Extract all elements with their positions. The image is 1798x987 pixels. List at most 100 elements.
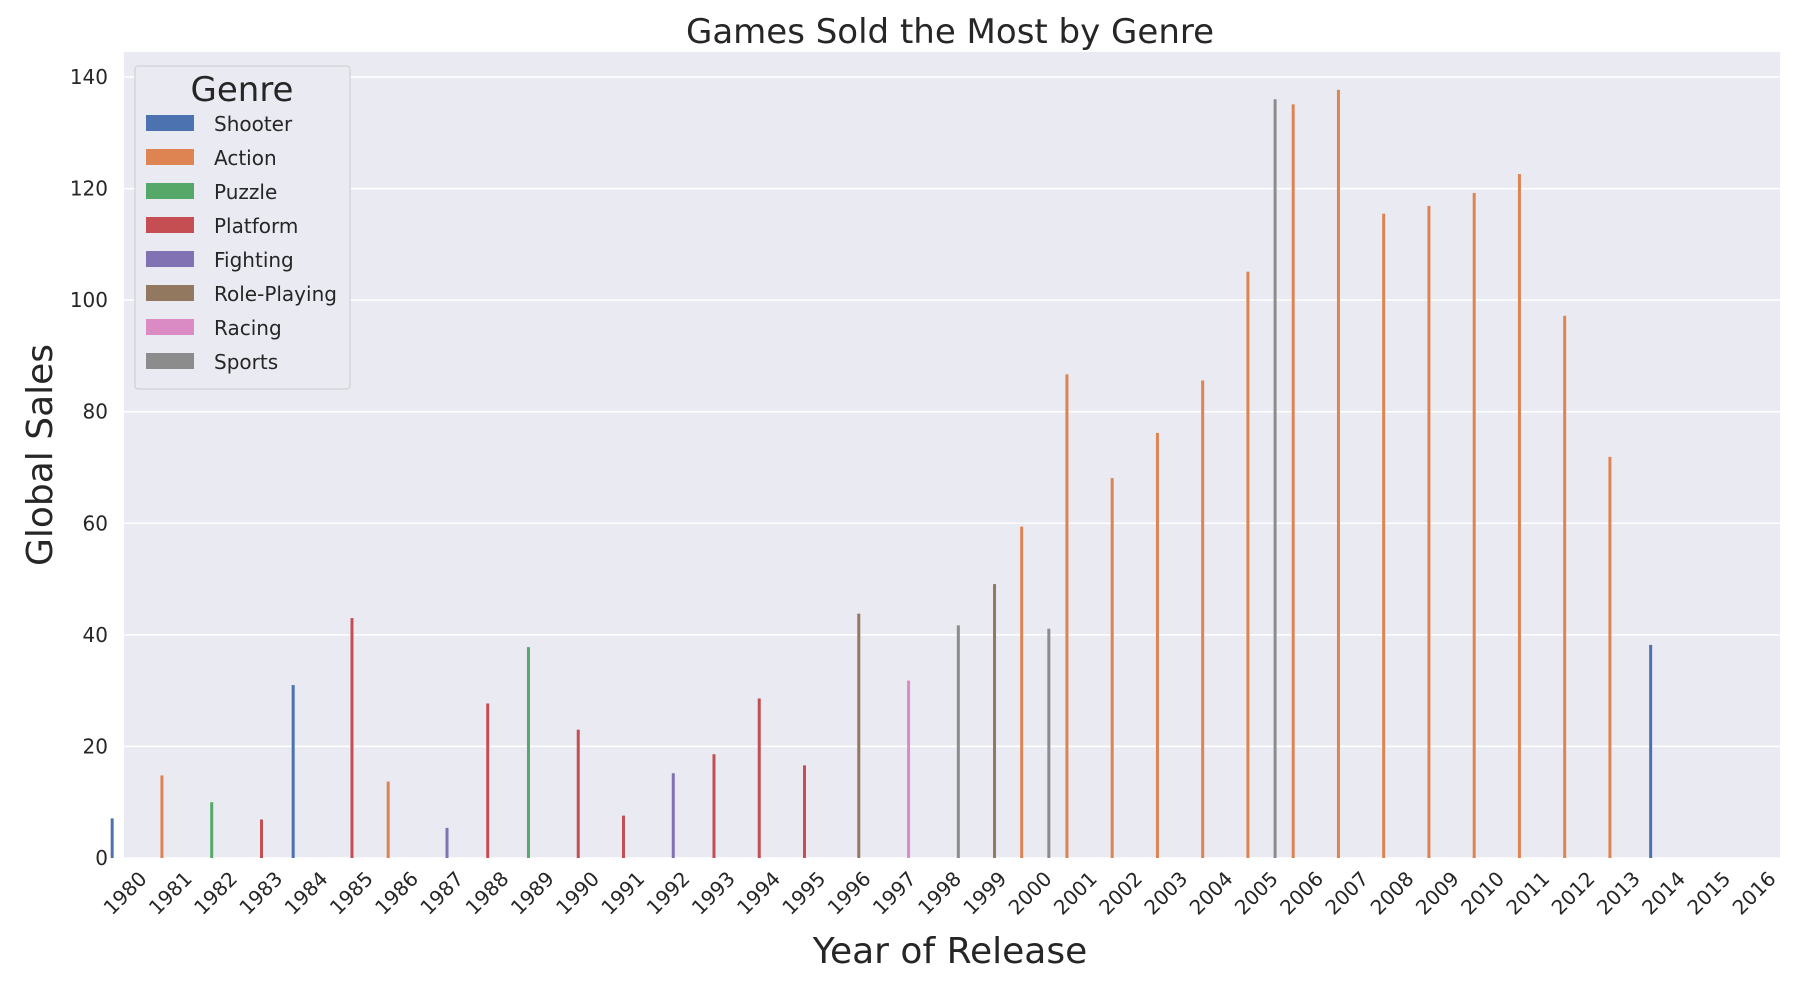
x-tick-label: 1996 [823, 867, 876, 920]
x-tick-label: 2002 [1094, 867, 1147, 920]
x-tick-label: 1998 [913, 867, 966, 920]
legend-swatch [146, 149, 194, 165]
bar [621, 815, 625, 858]
y-tick-label: 60 [83, 511, 108, 535]
x-tick-label: 1989 [506, 867, 559, 920]
legend-swatch [146, 251, 194, 267]
x-tick-label: 1980 [99, 867, 152, 920]
y-tick-label: 140 [70, 65, 108, 89]
plot-area [124, 52, 1780, 858]
x-tick-label: 1990 [551, 867, 604, 920]
x-tick-label: 2011 [1501, 867, 1554, 920]
bar [1563, 315, 1567, 859]
bar [802, 765, 806, 858]
x-tick-label: 2007 [1320, 867, 1373, 920]
legend-label: Shooter [214, 112, 293, 136]
bar [1517, 174, 1521, 858]
y-tick-label: 20 [83, 734, 108, 758]
legend-label: Sports [214, 350, 278, 374]
bar [486, 703, 490, 858]
bar [386, 781, 390, 858]
bar [291, 685, 295, 858]
x-tick-label: 1995 [777, 867, 830, 920]
bar [1382, 213, 1386, 859]
x-tick-label: 1988 [461, 867, 514, 920]
legend-label: Puzzle [214, 180, 277, 204]
bar [1273, 99, 1277, 859]
legend: Genre Shooter Action Puzzle Platform Fightin… [134, 65, 351, 390]
bar [857, 613, 861, 858]
bar [757, 698, 761, 858]
bar [1065, 374, 1069, 858]
x-tick-label: 2009 [1411, 867, 1464, 920]
bar [210, 802, 214, 858]
bar [1201, 380, 1205, 858]
x-ticks: 1980198119821983198419851986198719881989… [99, 867, 1781, 920]
bar [1110, 478, 1114, 858]
x-tick-label: 1991 [596, 867, 649, 920]
x-tick-label: 1984 [280, 867, 333, 920]
legend-swatch [146, 353, 194, 369]
x-tick-label: 1994 [732, 867, 785, 920]
bar [1155, 432, 1159, 858]
x-tick-label: 2005 [1230, 867, 1283, 920]
bar [110, 818, 114, 858]
y-tick-label: 0 [95, 846, 108, 870]
y-axis-label: Global Sales [20, 344, 61, 566]
bar [712, 754, 716, 858]
legend-box [134, 65, 351, 390]
x-tick-label: 2001 [1049, 867, 1102, 920]
x-tick-label: 1983 [234, 867, 287, 920]
legend-label: Platform [214, 214, 298, 238]
chart-title: Games Sold the Most by Genre [686, 12, 1214, 52]
legend-items: Shooter Action Puzzle Platform Fighting Role-… [146, 112, 337, 374]
y-tick-label: 80 [83, 400, 108, 424]
legend-swatch [146, 217, 194, 233]
x-tick-label: 2000 [1004, 867, 1057, 920]
legend-label: Action [214, 146, 277, 170]
x-tick-label: 2013 [1592, 867, 1645, 920]
legend-swatch [146, 319, 194, 335]
legend-title: Genre [191, 70, 294, 110]
y-tick-label: 100 [70, 288, 108, 312]
x-tick-label: 1987 [415, 867, 468, 920]
x-tick-label: 2016 [1728, 867, 1781, 920]
bar [1291, 104, 1295, 858]
x-tick-label: 1981 [144, 867, 197, 920]
bar [1047, 628, 1051, 858]
x-tick-label: 2014 [1637, 867, 1690, 920]
legend-swatch [146, 115, 194, 131]
x-tick-label: 2006 [1275, 867, 1328, 920]
bar [956, 625, 960, 858]
x-tick-label: 2015 [1682, 867, 1735, 920]
x-tick-label: 2008 [1366, 867, 1419, 920]
legend-label: Role-Playing [214, 282, 337, 306]
legend-label: Racing [214, 316, 282, 340]
bar [1020, 526, 1024, 858]
x-tick-label: 2004 [1185, 867, 1238, 920]
x-axis-label: Year of Release [812, 931, 1087, 972]
y-tick-label: 120 [70, 177, 108, 201]
bar [526, 647, 530, 858]
y-ticks: 0 20 40 60 80 100 120 140 [70, 65, 108, 870]
x-tick-label: 1993 [687, 867, 740, 920]
bar [907, 680, 911, 858]
legend-label: Fighting [214, 248, 294, 272]
x-tick-label: 1992 [642, 867, 695, 920]
bar [1608, 456, 1612, 858]
bar [445, 827, 449, 858]
grid [124, 76, 1780, 859]
bar [1427, 205, 1431, 859]
x-tick-label: 1986 [370, 867, 423, 920]
x-tick-label: 1985 [325, 867, 378, 920]
legend-swatch [146, 285, 194, 301]
x-tick-label: 1997 [868, 867, 921, 920]
bar [1649, 644, 1653, 858]
bar [160, 775, 164, 858]
bar [576, 729, 580, 858]
bar [671, 773, 675, 858]
bar [993, 584, 997, 858]
bar [259, 819, 263, 858]
bars [110, 89, 1653, 859]
